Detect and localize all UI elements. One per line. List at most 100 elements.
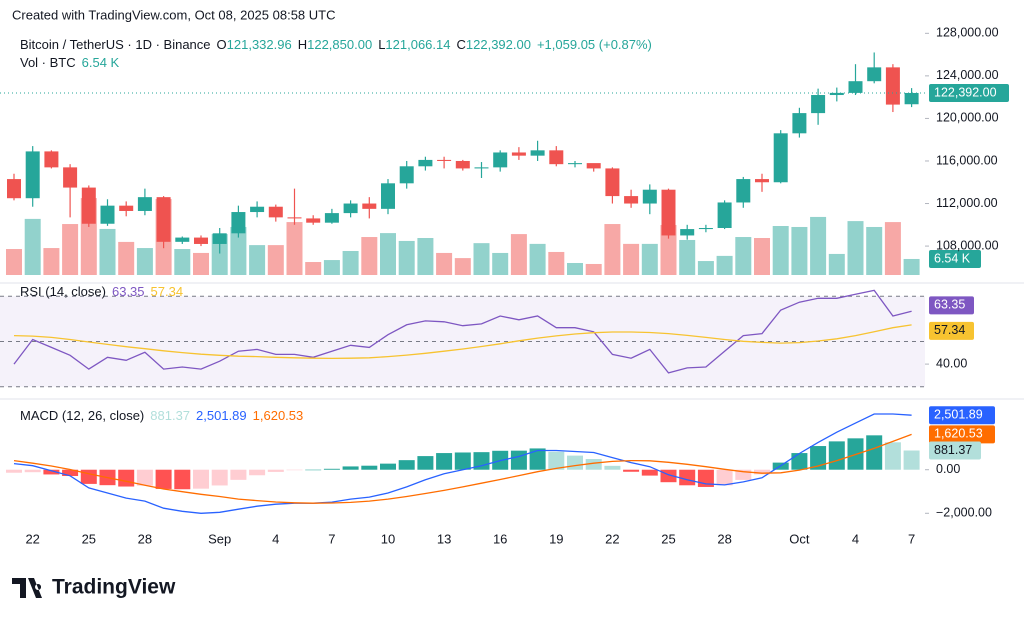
volume-bar (43, 248, 60, 275)
volume-bar (510, 234, 527, 275)
volume-bar (697, 261, 714, 275)
volume-bar (99, 228, 116, 275)
candle-body (755, 179, 769, 183)
volume-bar (679, 239, 696, 275)
candle-body (605, 168, 620, 197)
volume-bar (211, 234, 228, 275)
x-tick-label: Oct (789, 531, 810, 546)
legend: Bitcoin / TetherUS · 1D · Binance O121,33… (20, 37, 652, 52)
axis-value-box (929, 425, 995, 444)
candle-body (25, 151, 40, 199)
macd-histogram-bar (62, 469, 79, 477)
volume-bar (772, 226, 789, 275)
x-tick-label: Sep (208, 531, 231, 546)
x-tick-label: 25 (82, 531, 96, 546)
candle-body (287, 217, 302, 219)
candle-body (343, 203, 358, 214)
legend-value: 121,332.96 (227, 37, 292, 52)
legend-value: 881.37 (150, 408, 190, 423)
axis-value-box (929, 296, 974, 315)
volume-bar (342, 250, 359, 275)
volume-bar (585, 263, 602, 275)
legend-key: O (217, 37, 227, 52)
x-tick-label: 4 (272, 531, 279, 546)
candle-body (399, 166, 414, 184)
x-tick-label: 10 (381, 531, 395, 546)
candle-body (511, 152, 526, 156)
macd-histogram-bar (230, 469, 247, 480)
legend: RSI (14, close) 63.35 57.34 (20, 284, 183, 299)
candle-body (811, 95, 826, 114)
legend-title: MACD (12, 26, close) (20, 408, 144, 423)
macd-line (13, 413, 912, 514)
candle-body (698, 228, 713, 230)
volume-bar (623, 243, 640, 275)
legend-title: RSI (14, close) (20, 284, 106, 299)
legend-key: H (298, 37, 307, 52)
y-tick-label: 0.00 (936, 462, 960, 476)
macd-histogram-bar (80, 469, 97, 484)
volume-bar (118, 241, 135, 275)
volume-bar (286, 222, 303, 275)
volume-bar (810, 216, 827, 275)
candle-body (324, 213, 339, 223)
macd-histogram-bar (529, 448, 546, 470)
macd-histogram-bar (24, 469, 41, 473)
volume-bar (323, 260, 340, 275)
macd-histogram-bar (380, 463, 396, 470)
volume-bar (641, 243, 658, 275)
volume-bar (884, 222, 901, 275)
macd-histogram-bar (323, 468, 340, 470)
axis-value-label: 881.37 (934, 443, 972, 457)
candle-body (44, 151, 59, 168)
axis-value-label: 122,392.00 (934, 85, 997, 99)
candle-body (362, 203, 377, 209)
y-tick-label: 124,000.00 (936, 68, 999, 82)
candle-body (848, 81, 863, 93)
volume-bar (548, 251, 565, 275)
legend-key: C (457, 37, 466, 52)
x-tick-label: 7 (908, 531, 915, 546)
macd-histogram-bar (286, 469, 303, 471)
macd-histogram-bar (211, 469, 228, 486)
macd-histogram-bar (791, 453, 808, 470)
x-tick-label: 13 (437, 531, 451, 546)
legend-value: 121,066.14 (385, 37, 450, 52)
legend-title: Vol · BTC (20, 55, 76, 70)
volume-bar (24, 218, 41, 275)
x-tick-label: 19 (549, 531, 563, 546)
candle-body (268, 206, 283, 218)
macd-histogram-bar (6, 469, 22, 473)
macd-histogram-bar (473, 452, 490, 470)
axis-value-label: 6.54 K (934, 251, 971, 265)
macd-histogram-bar (604, 465, 621, 470)
axis-value-label: 63.35 (934, 298, 965, 312)
macd-histogram-bar (155, 469, 172, 489)
candle-body (885, 67, 900, 105)
macd-histogram-bar (249, 469, 266, 476)
candle-body (829, 92, 844, 96)
macd-histogram-bar (398, 460, 415, 470)
candle-body (212, 233, 227, 244)
candle-body (642, 189, 657, 204)
macd-histogram-bar (454, 452, 471, 470)
x-tick-label: 4 (852, 531, 859, 546)
macd-histogram-bar (810, 446, 827, 470)
macd-histogram-bar (641, 469, 658, 476)
brand-name: TradingView (52, 576, 176, 599)
macd-histogram-bar (754, 469, 770, 475)
legend-value: 2,501.89 (196, 408, 247, 423)
legend-change: +1,059.05 (+0.87%) (537, 37, 652, 52)
x-tick-label: 7 (328, 531, 335, 546)
volume-bar (791, 226, 808, 275)
axis-value-box (929, 321, 974, 340)
macd-histogram-bar (585, 459, 602, 470)
volume-bar (398, 240, 415, 275)
y-tick-label: −2,000.00 (936, 506, 992, 520)
axis-value-label: 1,620.53 (934, 427, 983, 441)
candle-body (680, 229, 695, 236)
candle-body (119, 205, 134, 211)
macd-histogram-bar (903, 450, 920, 470)
volume-bar (6, 249, 22, 275)
